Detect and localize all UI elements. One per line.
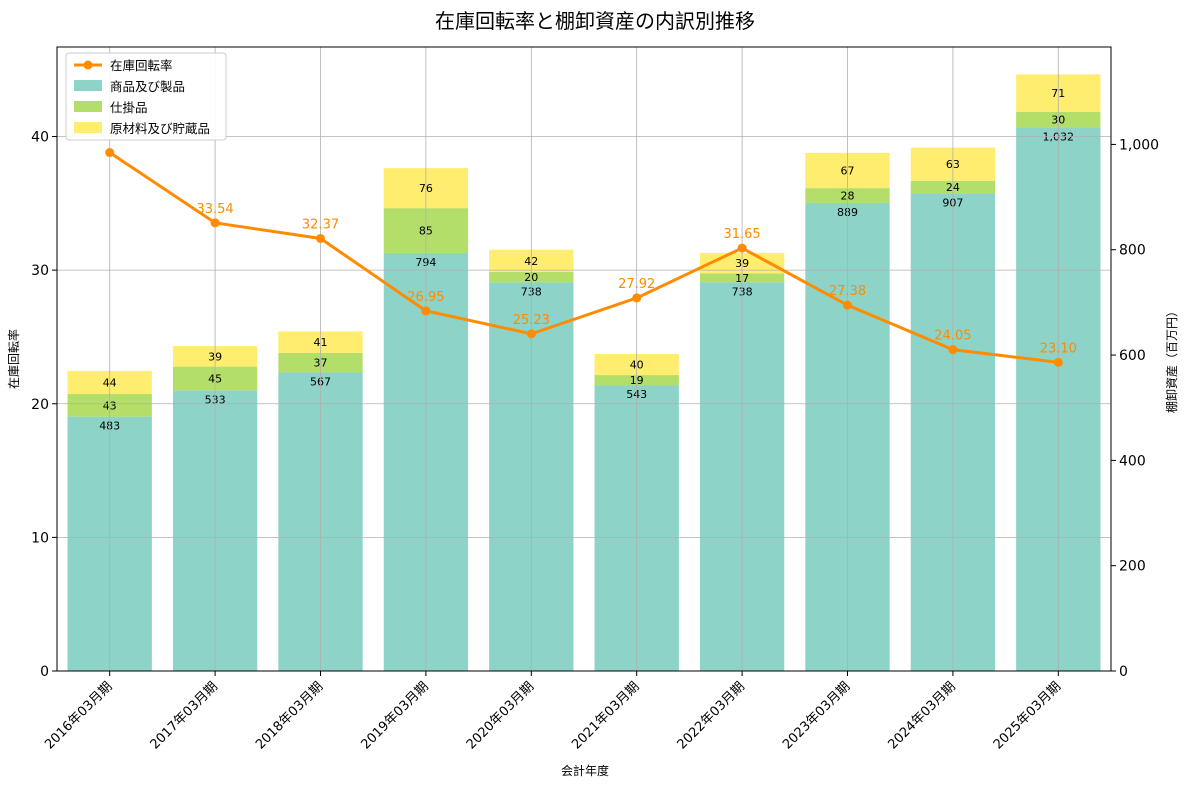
x-tick-label-2: 2018年03月期 xyxy=(253,679,326,752)
chart-title: 在庫回転率と棚卸資産の内訳別推移 xyxy=(435,9,755,33)
x-tick-label-0: 2016年03月期 xyxy=(42,679,115,752)
turnover-label-4: 25.23 xyxy=(513,313,550,328)
y-right-tick-label-0: 0 xyxy=(1119,664,1128,680)
y-left-tick-label-2: 20 xyxy=(31,397,49,413)
turnover-point-5 xyxy=(632,293,642,303)
bars: 4834344533453956737417948576738204254319… xyxy=(67,74,1101,672)
x-tick-label-9: 2025年03月期 xyxy=(991,679,1064,752)
x-tick-label-7: 2023年03月期 xyxy=(780,679,853,752)
turnover-point-4 xyxy=(526,329,536,339)
y-right-tick-label-2: 400 xyxy=(1119,453,1146,469)
legend-label-1: 商品及び製品 xyxy=(110,79,185,94)
turnover-point-0 xyxy=(105,148,115,158)
turnover-label-7: 27.38 xyxy=(829,284,866,299)
turnover-label-2: 32.37 xyxy=(302,217,339,232)
x-tick-label-8: 2024年03月期 xyxy=(885,679,958,752)
y-right-tick-label-1: 200 xyxy=(1119,559,1146,575)
turnover-label-5: 27.92 xyxy=(618,277,655,292)
turnover-label-3: 26.95 xyxy=(407,290,444,305)
y-right-tick-label-4: 800 xyxy=(1119,243,1146,259)
turnover-label-8: 24.05 xyxy=(934,329,971,344)
y-left-tick-label-1: 10 xyxy=(31,530,49,546)
turnover-label-9: 23.10 xyxy=(1040,341,1077,356)
turnover-label-1: 33.54 xyxy=(196,202,233,217)
turnover-line: 33.54 32.37 26.95 25.23 27.92 31.65 27.38 24.05… xyxy=(105,148,1077,367)
turnover-point-8 xyxy=(948,345,958,355)
legend-swatch-3 xyxy=(74,122,102,133)
legend-label-0: 在庫回転率 xyxy=(110,58,173,73)
x-tick-label-1: 2017年03月期 xyxy=(148,679,221,752)
legend-swatch-1 xyxy=(74,80,102,91)
x-tick-label-5: 2021年03月期 xyxy=(569,679,642,752)
y-right-tick-label-3: 600 xyxy=(1119,348,1146,364)
y-right-tick-label-5: 1,000 xyxy=(1119,137,1159,153)
x-tick-label-4: 2020年03月期 xyxy=(464,679,537,752)
legend-box xyxy=(65,52,227,141)
turnover-point-2 xyxy=(316,233,325,243)
turnover-point-7 xyxy=(843,300,852,310)
turnover-label-6: 31.65 xyxy=(723,227,760,242)
legend-swatch-2 xyxy=(74,101,102,112)
legend-label-2: 仕掛品 xyxy=(110,100,148,115)
x-axis-label: 会計年度 xyxy=(561,763,609,778)
y-left-tick-label-4: 40 xyxy=(31,130,49,146)
turnover-point-3 xyxy=(421,306,431,316)
y-axis-label-right: 棚卸資産（百万円） xyxy=(1164,305,1179,413)
turnover-point-9 xyxy=(1053,357,1063,367)
y-axis-label-left: 在庫回転率 xyxy=(6,329,21,389)
legend-label-3: 原材料及び貯蔵品 xyxy=(110,121,210,136)
plot-frame xyxy=(56,46,1112,672)
y-left-tick-label-0: 0 xyxy=(40,664,49,680)
y-left-tick-label-3: 30 xyxy=(31,263,49,279)
legend-marker-0 xyxy=(83,60,93,70)
turnover-line-path xyxy=(108,151,1059,364)
turnover-point-1 xyxy=(210,218,220,228)
turnover-point-6 xyxy=(737,243,747,253)
x-tick-label-3: 2019年03月期 xyxy=(358,679,431,752)
x-tick-label-6: 2022年03月期 xyxy=(675,679,748,752)
grid-lines xyxy=(57,47,1111,672)
